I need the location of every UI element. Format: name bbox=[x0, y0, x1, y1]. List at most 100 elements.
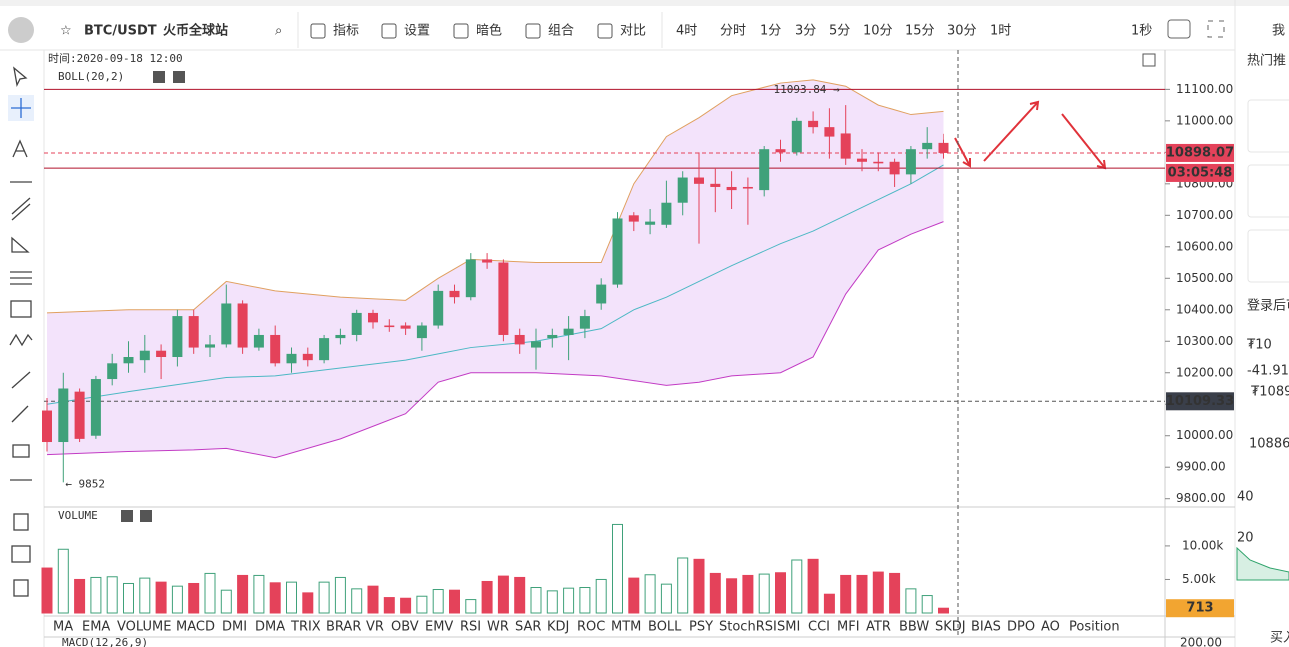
indicator-tab[interactable]: MTM bbox=[611, 620, 641, 635]
toolbar-icon[interactable] bbox=[525, 23, 541, 39]
toolbar-icon[interactable] bbox=[453, 23, 469, 39]
interval[interactable]: 1分 bbox=[760, 24, 781, 39]
interval[interactable]: 1时 bbox=[990, 24, 1011, 39]
tool-channel[interactable] bbox=[11, 197, 31, 221]
interval[interactable]: 3分 bbox=[795, 24, 816, 39]
tool-cross[interactable] bbox=[11, 98, 31, 118]
indicator-tab[interactable]: KDJ bbox=[547, 620, 569, 635]
indicator-tab[interactable]: TRIX bbox=[290, 620, 321, 635]
indicator-tab[interactable]: DPO bbox=[1007, 620, 1035, 635]
logo[interactable] bbox=[8, 17, 34, 43]
tool-wave[interactable] bbox=[9, 333, 33, 347]
close-icon[interactable] bbox=[173, 71, 185, 83]
toolbar-item[interactable]: 对比 bbox=[620, 24, 646, 39]
settings-icon[interactable] bbox=[153, 71, 165, 83]
tool-lock[interactable] bbox=[12, 444, 30, 458]
indicator-tab[interactable]: MA bbox=[53, 620, 73, 635]
interval[interactable]: 5分 bbox=[829, 24, 850, 39]
indicator-tab[interactable]: BOLL bbox=[648, 620, 682, 635]
indicator-tab[interactable]: StochRSI bbox=[719, 620, 777, 635]
indicator-tab[interactable]: VOLUME bbox=[117, 620, 171, 635]
symbol[interactable]: BTC/USDT bbox=[84, 24, 157, 39]
volume-bar bbox=[514, 576, 526, 614]
toolbar-icon[interactable] bbox=[597, 23, 613, 39]
candle-body bbox=[74, 391, 85, 439]
candle-body bbox=[791, 120, 802, 153]
indicator-tab[interactable]: BBW bbox=[899, 620, 929, 635]
indicator-tab[interactable]: ROC bbox=[577, 620, 605, 635]
indicator-tab[interactable]: CCI bbox=[808, 620, 830, 635]
indicator-tab[interactable]: ATR bbox=[866, 620, 891, 635]
interval[interactable]: 30分 bbox=[947, 24, 977, 39]
indicator-tab[interactable]: EMV bbox=[425, 620, 453, 635]
tool-text[interactable] bbox=[12, 139, 28, 158]
indicator-tab[interactable]: MFI bbox=[837, 620, 860, 635]
indicator-tab[interactable]: VR bbox=[366, 620, 384, 635]
tool-cursor[interactable] bbox=[13, 66, 28, 88]
toolbar-icon[interactable] bbox=[310, 23, 326, 39]
tool-bookmark[interactable] bbox=[13, 513, 29, 531]
indicator-tab[interactable]: SAR bbox=[515, 620, 541, 635]
volume-bar bbox=[726, 578, 738, 614]
fullscreen-icon[interactable] bbox=[1207, 20, 1225, 38]
settings-icon[interactable] bbox=[121, 510, 133, 522]
interval[interactable]: 分时 bbox=[720, 24, 746, 39]
indicator-tab[interactable]: EMA bbox=[82, 620, 110, 635]
price-badge-text: 10109.33 bbox=[1166, 394, 1234, 409]
toolbar-item[interactable]: 指标 bbox=[333, 24, 359, 39]
market-card bbox=[1247, 164, 1289, 218]
candle-body bbox=[694, 177, 704, 184]
toolbar-item[interactable]: 暗色 bbox=[476, 23, 502, 39]
volume-badge bbox=[1166, 599, 1234, 618]
toolbar-icon[interactable] bbox=[381, 23, 397, 39]
tool-triangle[interactable] bbox=[11, 236, 30, 253]
volume-bar bbox=[220, 589, 232, 614]
toolbar-item[interactable]: 组合 bbox=[548, 24, 574, 39]
tool-ruler[interactable] bbox=[11, 371, 31, 389]
volume-bar bbox=[400, 597, 412, 614]
indicator-tab[interactable]: SMI bbox=[777, 620, 800, 635]
volume-bar bbox=[383, 597, 395, 614]
candle-body bbox=[221, 303, 232, 345]
volume-bar bbox=[872, 571, 884, 614]
indicator-tab[interactable]: PSY bbox=[689, 620, 713, 635]
tool-delete[interactable] bbox=[13, 579, 29, 597]
indicator-tab[interactable]: RSI bbox=[460, 620, 481, 635]
indicator-tab[interactable]: WR bbox=[487, 620, 509, 635]
volume-bar bbox=[74, 578, 86, 614]
interval[interactable]: 4时 bbox=[676, 24, 697, 39]
tool-pen[interactable] bbox=[11, 405, 29, 423]
y-tick-label: 10300.00 bbox=[1176, 334, 1233, 348]
tool-rect[interactable] bbox=[10, 300, 32, 318]
interval[interactable]: 10分 bbox=[863, 24, 893, 39]
indicator-tab[interactable]: MACD bbox=[176, 620, 215, 635]
macd-label: MACD(12,26,9) bbox=[62, 636, 148, 647]
indicator-tab[interactable]: AO bbox=[1041, 620, 1060, 635]
interval[interactable]: 15分 bbox=[905, 24, 935, 39]
indicator-tab[interactable]: Position bbox=[1069, 620, 1120, 635]
candle-body bbox=[335, 334, 346, 339]
collapse-icon[interactable] bbox=[1142, 53, 1156, 67]
indicator-tab[interactable]: OBV bbox=[391, 620, 419, 635]
speed[interactable]: 1秒 bbox=[1131, 24, 1152, 39]
candle-body bbox=[775, 149, 786, 153]
volume-bar bbox=[660, 583, 672, 614]
toolbar-item[interactable]: 设置 bbox=[404, 24, 430, 39]
indicator-tab[interactable]: BRAR bbox=[326, 620, 361, 635]
indicator-tab[interactable]: BIAS bbox=[971, 620, 1001, 635]
camera-icon[interactable] bbox=[1167, 19, 1191, 39]
indicator-tab[interactable]: DMI bbox=[222, 620, 247, 635]
indicator-tab[interactable]: SKDJ bbox=[935, 620, 966, 635]
indicator-tab[interactable]: DMA bbox=[255, 620, 285, 635]
side-axis_top: 40 bbox=[1237, 490, 1254, 505]
y-tick-label: 10000.00 bbox=[1176, 428, 1233, 442]
search-icon[interactable]: ⌕ bbox=[275, 24, 282, 39]
tool-fib[interactable] bbox=[10, 271, 32, 285]
volume-bar bbox=[253, 574, 265, 614]
star-icon[interactable]: ☆ bbox=[60, 24, 72, 39]
close-icon[interactable] bbox=[140, 510, 152, 522]
y-tick-label: 10.00k bbox=[1182, 538, 1223, 552]
tool-list[interactable] bbox=[11, 545, 31, 563]
exchange[interactable]: 火币全球站 bbox=[163, 23, 228, 39]
candle-body bbox=[873, 161, 884, 164]
